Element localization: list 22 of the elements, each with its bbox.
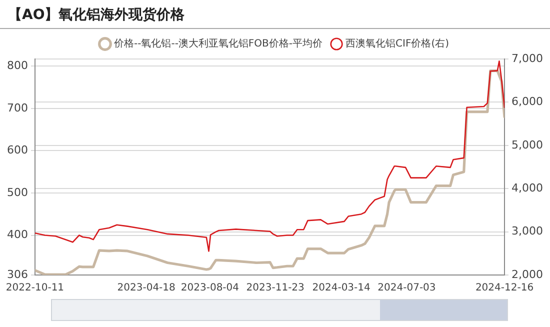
- y2-tick-label: 3,000: [512, 224, 544, 238]
- y2-tick-label: 2,000: [512, 268, 544, 281]
- x-tick-label: 2022-10-11: [6, 282, 64, 294]
- x-tick-label: 2024-03-14: [312, 282, 370, 294]
- x-tick-label: 2024-12-16: [475, 282, 534, 294]
- y-tick-label: 400: [6, 228, 28, 242]
- x-tick-label: 2023-11-23: [246, 282, 304, 294]
- legend-label: 价格--氧化铝--澳大利亚氧化铝FOB价格-平均价: [112, 38, 323, 50]
- x-tick-label: 2023-08-04: [180, 282, 240, 294]
- y-tick-label: 700: [6, 101, 28, 114]
- x-tick-label: 2024-07-03: [378, 282, 436, 294]
- y2-tick-label: 7,000: [512, 52, 544, 65]
- y-tick-label: 600: [6, 144, 28, 157]
- y-tick-label: 500: [6, 186, 28, 199]
- y2-tick-label: 6,000: [512, 95, 544, 108]
- x-tick-label: 2023-04-18: [117, 282, 176, 294]
- y2-tick-label: 4,000: [512, 181, 544, 194]
- legend-label: 西澳氧化铝CIF价格(右): [346, 38, 450, 50]
- y-tick-label: 306: [6, 268, 28, 281]
- chart-title: 【AO】氧化铝海外现货价格: [0, 0, 550, 29]
- y2-tick-label: 5,000: [512, 138, 544, 152]
- y-tick-label: 800: [6, 59, 28, 72]
